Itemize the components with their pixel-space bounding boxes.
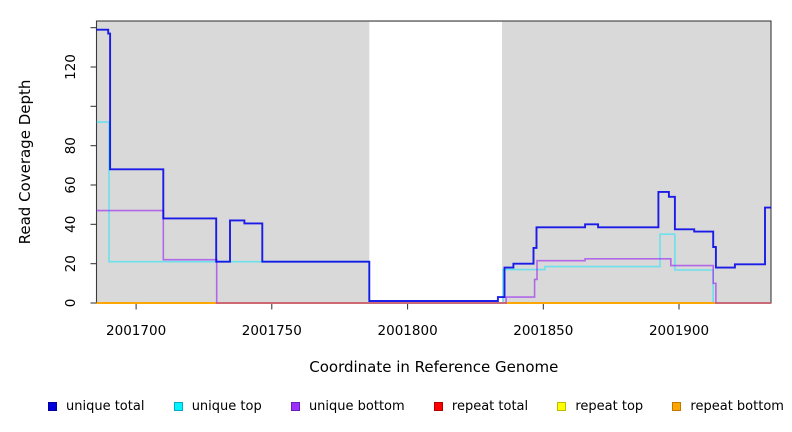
legend-swatch-icon	[433, 402, 443, 411]
legend-item-repeat-top: repeat top	[557, 399, 643, 414]
legend-item-unique-total: unique total	[48, 399, 144, 414]
y-tick-label: 20	[63, 255, 79, 272]
y-axis-title: Read Coverage Depth	[16, 80, 34, 245]
series-unique-bottom	[96, 209, 771, 304]
x-tick-label: 2001900	[649, 323, 709, 339]
x-tick-label: 2001850	[513, 323, 573, 339]
legend-label: repeat top	[575, 399, 644, 414]
legend-swatch-icon	[173, 402, 183, 411]
y-tick-label: 0	[63, 299, 79, 308]
legend-label: repeat total	[451, 399, 529, 414]
legend: unique total unique top unique bottom repea…	[48, 399, 784, 414]
gap-band	[369, 21, 502, 304]
x-tick-label: 2001700	[106, 323, 166, 339]
series-unique-total	[96, 28, 771, 302]
legend-swatch-icon	[290, 402, 300, 411]
legend-label: unique total	[66, 399, 145, 414]
series-unique-top	[96, 121, 771, 304]
x-tick-label: 2001750	[242, 323, 302, 339]
x-axis-title: Coordinate in Reference Genome	[309, 358, 558, 376]
y-axis: 0 20 40 60 80 120	[63, 27, 96, 308]
legend-label: repeat bottom	[690, 399, 784, 414]
legend-swatch-icon	[672, 402, 682, 411]
y-tick-label: 120	[63, 54, 79, 80]
x-tick-label: 2001800	[378, 323, 438, 339]
legend-swatch-icon	[48, 402, 57, 411]
x-axis: 2001700 2001750 2001800 2001850 2001900	[106, 303, 709, 339]
coverage-plot: 2001700 2001750 2001800 2001850 2001900 0 20 40…	[16, 20, 772, 376]
legend-item-unique-top: unique top	[173, 399, 262, 414]
legend-swatch-icon	[557, 402, 567, 411]
legend-label: unique bottom	[308, 399, 405, 414]
legend-item-repeat-bottom: repeat bottom	[672, 399, 784, 414]
legend-label: unique top	[191, 399, 262, 414]
y-tick-label: 80	[63, 137, 79, 154]
y-tick-label: 60	[63, 176, 79, 193]
y-tick-label: 40	[63, 216, 79, 233]
legend-item-repeat-total: repeat total	[433, 399, 529, 414]
legend-item-unique-bottom: unique bottom	[290, 399, 405, 414]
